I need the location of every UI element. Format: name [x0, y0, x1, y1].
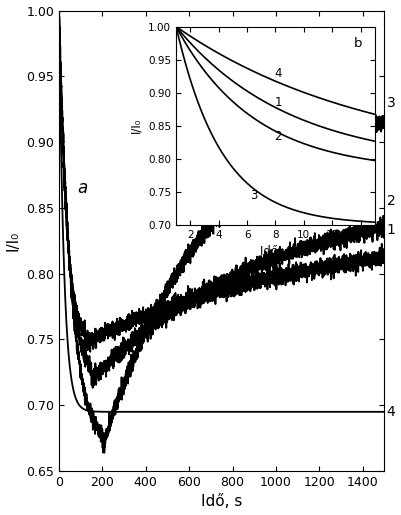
X-axis label: Idő, s: Idő, s [201, 494, 243, 509]
Text: 1: 1 [387, 224, 395, 237]
Text: 2: 2 [387, 194, 395, 209]
Text: a: a [77, 179, 88, 197]
Text: 3: 3 [387, 96, 395, 110]
Y-axis label: I/I₀: I/I₀ [6, 231, 20, 251]
Text: 4: 4 [387, 405, 395, 419]
